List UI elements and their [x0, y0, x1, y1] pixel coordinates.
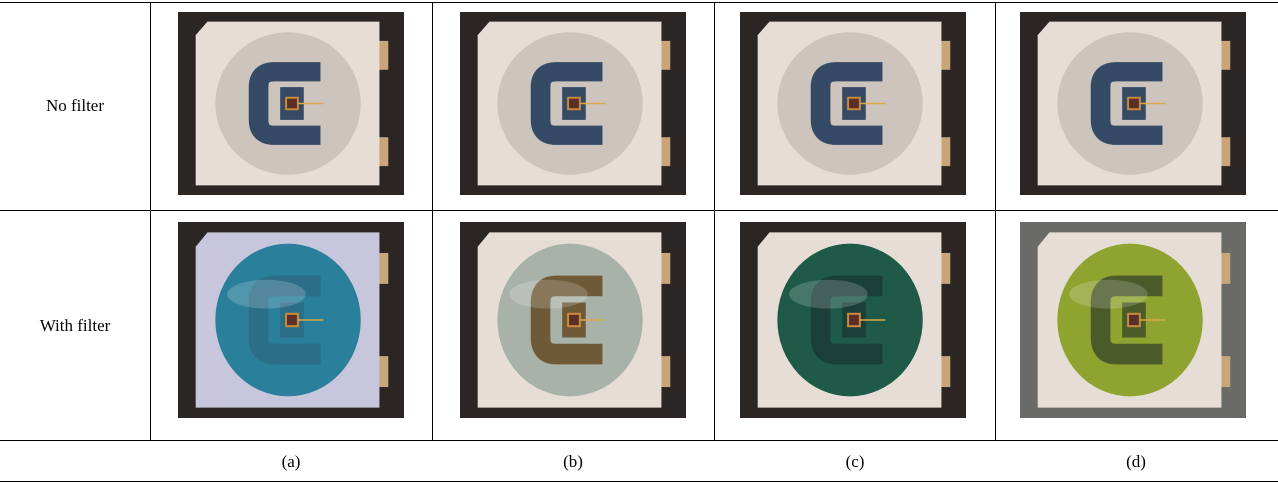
electrode — [530, 275, 603, 365]
led-photo — [178, 222, 404, 418]
column-rule — [995, 2, 996, 441]
electrode — [530, 62, 603, 145]
led-photo — [178, 12, 404, 195]
glare — [1069, 279, 1148, 309]
row-rule — [0, 210, 1278, 211]
caption: (b) — [563, 452, 583, 471]
chip — [567, 312, 581, 328]
table-rule — [0, 2, 1278, 3]
led-photo — [1020, 222, 1246, 418]
chip — [285, 312, 299, 328]
caption: (d) — [1126, 452, 1146, 471]
glare — [789, 279, 868, 309]
column-rule — [714, 2, 715, 441]
led-photo — [460, 222, 686, 418]
column-rule — [432, 2, 433, 441]
row-label: No filter — [45, 96, 105, 115]
caption: (c) — [845, 452, 865, 471]
led-photo — [740, 12, 966, 195]
table-rule — [0, 481, 1278, 482]
row-label: With filter — [39, 316, 111, 335]
chip — [847, 312, 861, 328]
electrode — [1090, 275, 1163, 365]
glare — [509, 279, 588, 309]
chip — [285, 96, 299, 111]
caption: (a) — [281, 452, 301, 471]
electrode — [810, 62, 883, 145]
chip — [1127, 96, 1141, 111]
led-photo — [460, 12, 686, 195]
chip — [1127, 312, 1141, 328]
chip — [847, 96, 861, 111]
electrode — [810, 275, 883, 365]
table-rule — [0, 440, 1278, 441]
glare — [227, 279, 306, 309]
electrode — [248, 275, 321, 365]
chip — [567, 96, 581, 111]
led-photo — [740, 222, 966, 418]
led-photo — [1020, 12, 1246, 195]
electrode — [248, 62, 321, 145]
column-rule — [150, 2, 151, 441]
electrode — [1090, 62, 1163, 145]
